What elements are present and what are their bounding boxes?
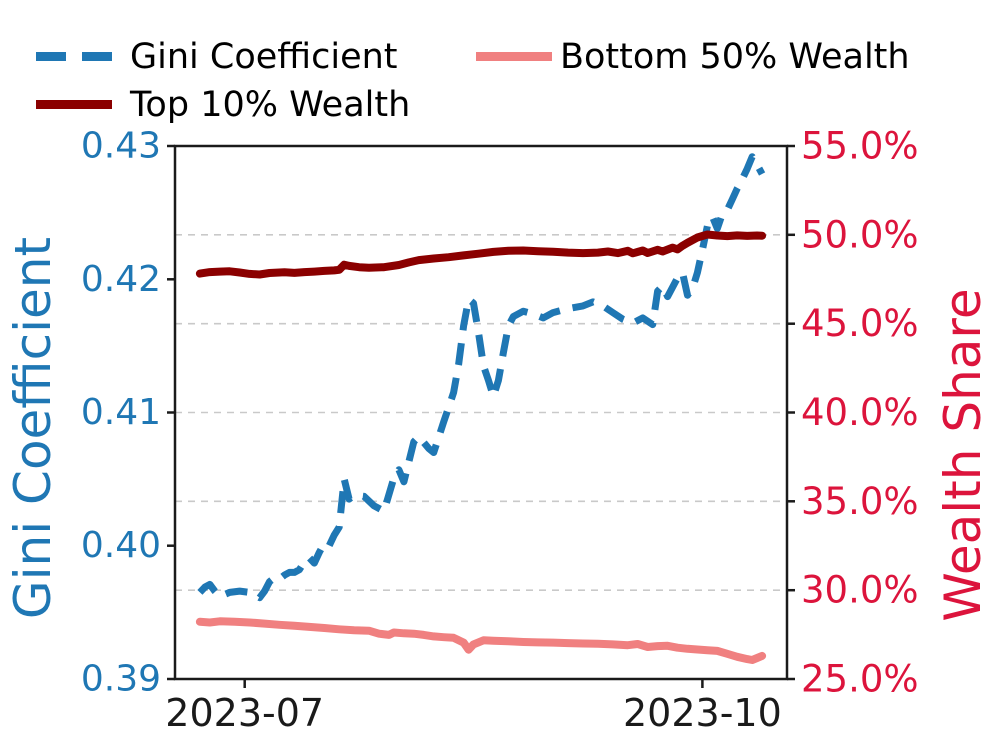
y-tick-label-right: 30.0% bbox=[801, 569, 919, 612]
right-axis-label: Wealth Share bbox=[934, 288, 992, 622]
legend-label-bottom50: Bottom 50% Wealth bbox=[560, 37, 910, 77]
y-tick-label-left: 0.43 bbox=[81, 126, 161, 167]
x-tick-label: 2023-07 bbox=[165, 691, 324, 735]
y-tick-label-left: 0.40 bbox=[81, 525, 161, 566]
y-tick-label-right: 45.0% bbox=[801, 302, 919, 345]
y-tick-label-left: 0.41 bbox=[81, 392, 161, 433]
legend-line-bottom50-icon bbox=[476, 52, 552, 61]
legend-line-top10-icon bbox=[36, 100, 112, 109]
series-line-gini-coefficient bbox=[197, 153, 766, 602]
series-line-bottom-50-wealth bbox=[195, 617, 767, 664]
y-tick-label-right: 35.0% bbox=[801, 480, 919, 523]
y-tick-label-right: 25.0% bbox=[801, 658, 919, 701]
legend-line-gini-icon bbox=[36, 52, 112, 61]
y-tick-label-left: 0.42 bbox=[81, 259, 161, 300]
legend: Gini Coefficient Bottom 50% Wealth Top 1… bbox=[0, 0, 997, 130]
y-tick-label-right: 55.0% bbox=[801, 125, 919, 168]
y-tick-label-right: 40.0% bbox=[801, 391, 919, 434]
legend-label-gini: Gini Coefficient bbox=[130, 37, 398, 77]
y-tick-label-left: 0.39 bbox=[81, 659, 161, 700]
y-tick-label-right: 50.0% bbox=[801, 213, 919, 256]
series-line-top-10-wealth bbox=[195, 230, 767, 279]
left-axis-label: Gini Coefficient bbox=[4, 236, 62, 620]
legend-label-top10: Top 10% Wealth bbox=[130, 85, 411, 125]
x-tick-label: 2023-10 bbox=[623, 691, 782, 735]
